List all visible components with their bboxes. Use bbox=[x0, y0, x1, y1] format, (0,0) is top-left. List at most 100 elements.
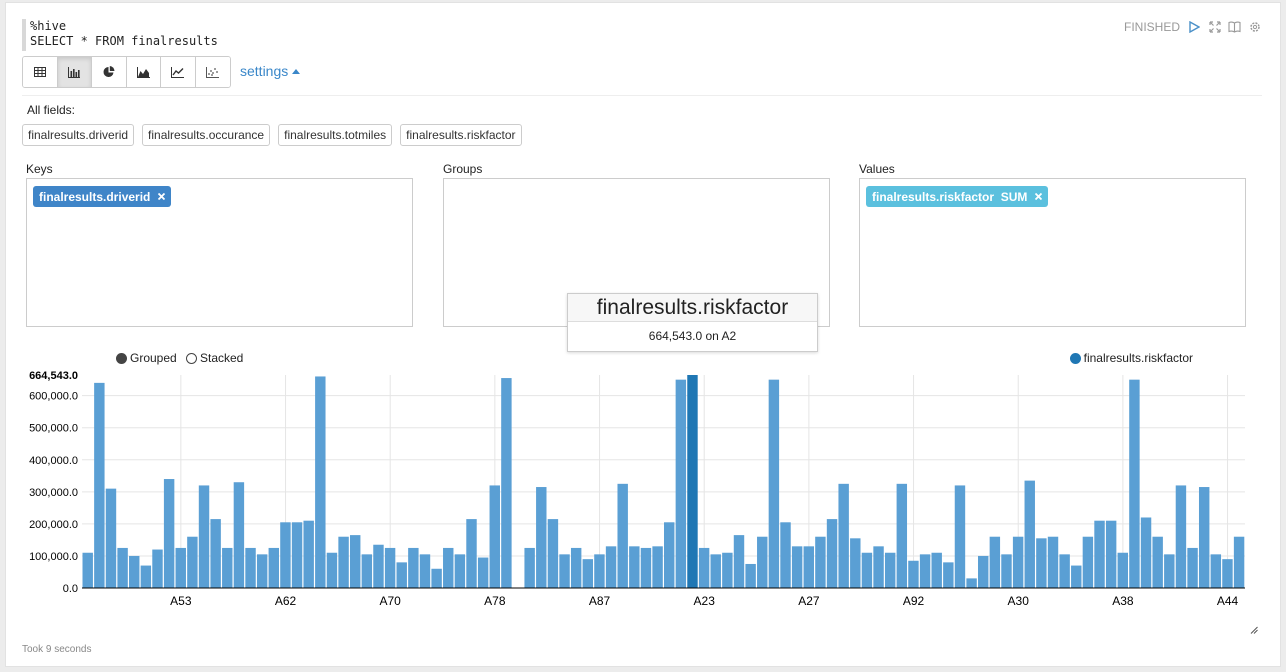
code-editor[interactable]: %hive SELECT * FROM finalresults bbox=[22, 19, 218, 51]
bar bbox=[1233, 536, 1245, 588]
area-chart-button[interactable] bbox=[126, 57, 161, 87]
bar bbox=[978, 555, 989, 588]
chart-legend[interactable]: finalresults.riskfactor bbox=[1069, 351, 1193, 365]
radio-filled-icon bbox=[116, 352, 127, 364]
groups-label: Groups bbox=[443, 162, 483, 176]
field-chip-occurance[interactable]: finalresults.occurance bbox=[142, 124, 271, 146]
bar bbox=[733, 535, 745, 588]
bar-chart-icon bbox=[68, 66, 81, 78]
expand-icon[interactable] bbox=[1207, 19, 1222, 34]
bar bbox=[687, 375, 698, 588]
x-tick-label: A44 bbox=[1217, 594, 1239, 608]
bar bbox=[431, 568, 442, 588]
bar bbox=[675, 379, 687, 588]
bar bbox=[1198, 487, 1210, 588]
bar bbox=[757, 536, 768, 588]
bar bbox=[629, 546, 640, 588]
bar bbox=[105, 488, 117, 588]
bar bbox=[698, 547, 710, 588]
y-tick-label: 400,000.0 bbox=[29, 455, 78, 467]
bar bbox=[815, 536, 826, 588]
x-tick-label: A30 bbox=[1008, 594, 1030, 608]
key-tag[interactable]: finalresults.driverid bbox=[33, 186, 172, 207]
bar bbox=[1036, 538, 1047, 588]
bar bbox=[931, 552, 942, 588]
bar bbox=[943, 562, 954, 588]
key-tag-label: finalresults.driverid bbox=[39, 189, 151, 204]
book-icon[interactable] bbox=[1227, 19, 1242, 34]
remove-icon[interactable] bbox=[158, 193, 166, 200]
radio-empty-icon bbox=[186, 352, 197, 364]
legend-series-label: finalresults.riskfactor bbox=[1083, 351, 1193, 365]
divider bbox=[22, 95, 1262, 96]
bar bbox=[384, 547, 396, 588]
bar bbox=[1082, 536, 1094, 588]
bar bbox=[652, 546, 663, 588]
bar bbox=[268, 547, 280, 588]
bar-chart: 0.0 100,000.0 200,000.0 300,000.0 400,000.0 5… bbox=[29, 370, 1245, 608]
stacked-option[interactable]: Stacked bbox=[186, 351, 243, 365]
bar-chart-button[interactable] bbox=[57, 57, 92, 87]
line-chart-icon bbox=[171, 66, 185, 78]
scatter-chart-button[interactable] bbox=[195, 57, 230, 87]
table-view-button[interactable] bbox=[23, 57, 58, 87]
bar bbox=[1012, 536, 1024, 588]
bar bbox=[349, 535, 361, 588]
bar bbox=[954, 485, 966, 588]
bar bbox=[175, 547, 186, 588]
play-icon[interactable] bbox=[1187, 19, 1202, 34]
grouped-option[interactable]: Grouped bbox=[116, 351, 177, 365]
bar bbox=[163, 479, 175, 588]
bar bbox=[233, 482, 245, 588]
bar bbox=[547, 519, 559, 588]
bar bbox=[559, 554, 570, 588]
keys-dropzone[interactable]: finalresults.driverid bbox=[26, 178, 413, 327]
paragraph-status: FINISHED bbox=[1124, 19, 1262, 34]
bar bbox=[536, 487, 547, 588]
field-chip-driverid[interactable]: finalresults.driverid bbox=[22, 124, 135, 146]
pie-chart-button[interactable] bbox=[92, 57, 127, 87]
bar bbox=[570, 547, 582, 588]
bar bbox=[291, 522, 303, 588]
line-chart-button[interactable] bbox=[161, 57, 196, 87]
y-tick-label: 600,000.0 bbox=[29, 391, 78, 403]
chart-tooltip: finalresults.riskfactor 664,543.0 on A2 bbox=[567, 293, 818, 352]
bar bbox=[1222, 559, 1233, 588]
y-tick-label: 300,000.0 bbox=[29, 487, 78, 499]
x-tick-label: A70 bbox=[380, 594, 402, 608]
settings-toggle[interactable]: settings bbox=[240, 63, 301, 79]
bar bbox=[1210, 554, 1222, 588]
x-tick-label: A38 bbox=[1112, 594, 1134, 608]
field-chip-totmiles[interactable]: finalresults.totmiles bbox=[278, 124, 393, 146]
resize-handle-icon[interactable] bbox=[1250, 621, 1258, 639]
value-tag[interactable]: finalresults.riskfactor SUM bbox=[866, 186, 1049, 207]
bar bbox=[315, 376, 326, 588]
stacked-label: Stacked bbox=[200, 351, 244, 365]
caret-up-icon bbox=[292, 68, 301, 74]
bar bbox=[501, 378, 512, 588]
gear-icon[interactable] bbox=[1247, 19, 1262, 34]
bar bbox=[443, 547, 454, 588]
values-dropzone[interactable]: finalresults.riskfactor SUM bbox=[859, 178, 1246, 327]
bar bbox=[582, 559, 594, 588]
bar bbox=[256, 554, 268, 588]
y-tick-label: 500,000.0 bbox=[29, 423, 78, 435]
bar bbox=[745, 563, 756, 588]
bar bbox=[838, 483, 849, 588]
x-tick-label: A23 bbox=[694, 594, 716, 608]
field-chip-riskfactor[interactable]: finalresults.riskfactor bbox=[400, 124, 522, 146]
bar bbox=[640, 547, 652, 588]
bar bbox=[524, 547, 535, 588]
all-fields-label: All fields: bbox=[27, 103, 76, 117]
bar bbox=[338, 536, 349, 588]
bar bbox=[408, 547, 419, 588]
bar bbox=[617, 483, 628, 588]
bar bbox=[710, 554, 721, 588]
bar bbox=[129, 555, 140, 588]
remove-icon[interactable] bbox=[1035, 193, 1043, 200]
tooltip-title: finalresults.riskfactor bbox=[568, 294, 817, 322]
y-tick-label: 0.0 bbox=[63, 583, 78, 595]
bar bbox=[1140, 517, 1152, 588]
pie-chart-icon bbox=[103, 66, 115, 77]
bar bbox=[326, 552, 338, 588]
